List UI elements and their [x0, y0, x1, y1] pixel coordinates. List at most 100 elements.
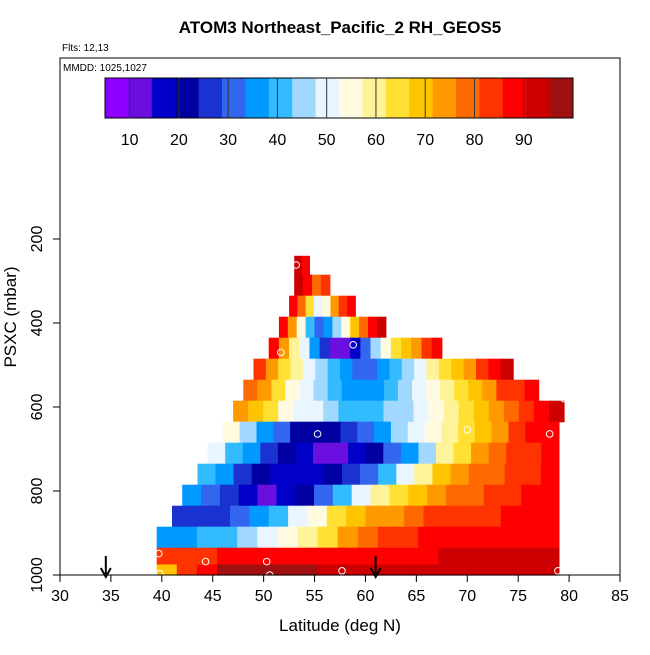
x-tick-label: 75 [509, 588, 527, 605]
rh-cell [306, 421, 325, 444]
rh-cell [525, 421, 543, 444]
rh-cell [540, 463, 560, 486]
colorbar-frame [104, 77, 574, 119]
colorbar: 10 20 30 40 50 60 70 80 90 [104, 77, 574, 149]
rh-cell [414, 463, 433, 486]
rh-cell [486, 463, 506, 486]
rh-cell [414, 358, 428, 381]
marker-circle [313, 430, 322, 438]
rh-cell [289, 337, 300, 360]
rh-cell [290, 358, 304, 381]
rh-cell [233, 463, 253, 486]
colorbar-tick-label: 70 [416, 132, 434, 149]
rh-cell [332, 316, 342, 339]
rh-cell [277, 526, 299, 549]
rh-cell [357, 526, 379, 549]
rh-cell [474, 421, 493, 444]
rh-cell [389, 484, 409, 507]
rh-cell [278, 337, 290, 360]
rh-cell [233, 400, 249, 423]
rh-cell [418, 547, 439, 566]
rh-cell [462, 505, 483, 528]
rh-cell [219, 484, 240, 507]
rh-cell [340, 337, 351, 360]
arrow-head [99, 567, 112, 580]
rh-cell [355, 379, 371, 402]
rh-cell [377, 547, 399, 566]
rh-cell [400, 442, 419, 465]
rh-cell [340, 358, 353, 381]
rh-cell [390, 337, 402, 360]
rh-cell [500, 358, 514, 381]
rh-cell [327, 379, 343, 402]
rh-cell [341, 379, 357, 402]
rh-cell [238, 484, 259, 507]
rh-cell [389, 358, 403, 381]
rh-cell [263, 400, 279, 423]
rh-cell [324, 463, 343, 486]
rh-cell [297, 526, 319, 549]
colorbar-segment [362, 78, 387, 118]
rh-cell [295, 442, 314, 465]
rh-cell [342, 463, 361, 486]
rh-cell [297, 564, 319, 576]
colorbar-segment [105, 78, 129, 118]
rh-cell [278, 358, 292, 381]
rh-cell [201, 484, 221, 507]
rh-cell [322, 295, 332, 318]
rh-cell [533, 400, 550, 423]
rh-cell [305, 295, 315, 318]
rh-cell [237, 547, 258, 566]
colorbar-segment [268, 78, 293, 118]
rh-cell [297, 295, 307, 318]
rh-cell [368, 400, 385, 423]
marker-circle [262, 557, 271, 566]
rh-cell [182, 484, 202, 507]
x-tick-label: 40 [153, 588, 171, 605]
rh-cell [337, 564, 359, 576]
rh-cell [243, 379, 258, 402]
colorbar-segment [245, 78, 270, 118]
rh-cell [441, 421, 459, 444]
plot-frame [59, 57, 621, 576]
colorbar-segment [292, 78, 316, 118]
rh-cell [307, 505, 328, 528]
rh-cell [346, 505, 366, 528]
colorbar-tick-label: 90 [515, 132, 533, 149]
rh-cell [404, 505, 424, 528]
rh-cell [401, 337, 412, 360]
rh-cell [313, 295, 323, 318]
rh-cell [538, 547, 560, 566]
rh-cell [327, 358, 341, 381]
colorbar-tick-label: 80 [466, 132, 484, 149]
rh-cell [248, 400, 264, 423]
rh-cell [293, 400, 309, 423]
rh-cell [360, 463, 379, 486]
rh-cell [518, 526, 540, 549]
marker-circle [349, 341, 358, 349]
rh-cell [411, 337, 423, 360]
rh-cell [317, 547, 339, 566]
rh-cell [428, 400, 445, 423]
x-tick-label: 30 [51, 588, 69, 605]
rh-cell [438, 547, 459, 566]
rh-cell [482, 379, 497, 402]
x-tick-label: 70 [458, 588, 476, 605]
rh-cell [364, 358, 378, 381]
rh-cell [471, 442, 490, 465]
rh-cell [357, 547, 379, 566]
rh-cell [478, 564, 500, 576]
colorbar-segment [151, 78, 176, 118]
marker-circle [463, 425, 472, 434]
rh-cell [412, 379, 427, 402]
rh-cell [260, 442, 279, 465]
colorbar-segment [409, 78, 433, 118]
x-tick-label: 65 [407, 588, 425, 605]
rh-cell [319, 337, 331, 360]
rh-cell [217, 547, 238, 566]
rh-cell [418, 442, 437, 465]
rh-cell [299, 337, 311, 360]
axes: 30 35 40 45 50 55 60 65 70 75 80 85 200 400 600 800 1000 [29, 57, 629, 605]
rh-cell [498, 547, 520, 566]
